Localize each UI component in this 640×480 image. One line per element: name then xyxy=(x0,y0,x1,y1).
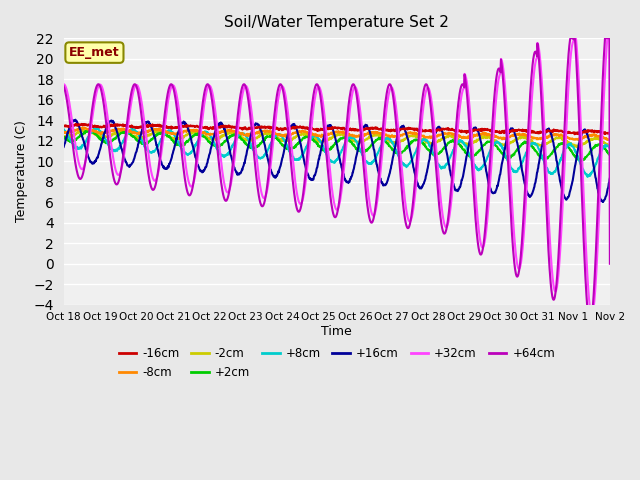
X-axis label: Time: Time xyxy=(321,325,352,338)
Text: EE_met: EE_met xyxy=(69,46,120,59)
Legend: -16cm, -8cm, -2cm, +2cm, +8cm, +16cm, +32cm, +64cm: -16cm, -8cm, -2cm, +2cm, +8cm, +16cm, +3… xyxy=(114,343,560,384)
Title: Soil/Water Temperature Set 2: Soil/Water Temperature Set 2 xyxy=(225,15,449,30)
Y-axis label: Temperature (C): Temperature (C) xyxy=(15,120,28,222)
